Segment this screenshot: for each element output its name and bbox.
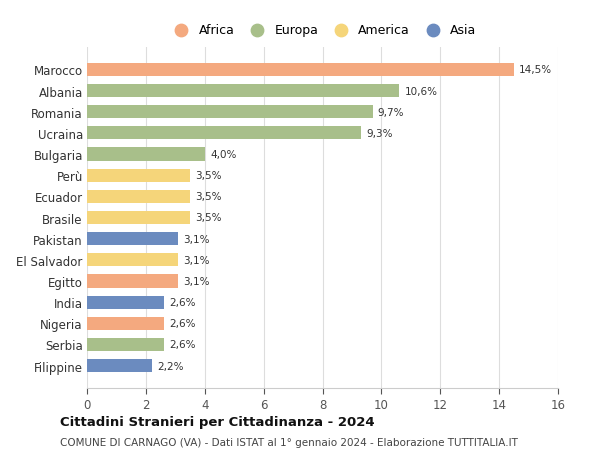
Text: COMUNE DI CARNAGO (VA) - Dati ISTAT al 1° gennaio 2024 - Elaborazione TUTTITALIA: COMUNE DI CARNAGO (VA) - Dati ISTAT al 1… [60, 437, 518, 447]
Text: 2,6%: 2,6% [169, 319, 196, 329]
Legend: Africa, Europa, America, Asia: Africa, Europa, America, Asia [165, 21, 480, 41]
Bar [87, 85, 399, 98]
Bar [87, 254, 178, 267]
Text: 2,6%: 2,6% [169, 340, 196, 350]
Bar [87, 233, 178, 246]
Text: 3,5%: 3,5% [196, 192, 222, 202]
Bar [87, 64, 514, 77]
Text: 9,7%: 9,7% [378, 107, 404, 118]
Bar [87, 296, 164, 309]
Text: 14,5%: 14,5% [519, 65, 552, 75]
Bar [87, 169, 190, 182]
Text: 4,0%: 4,0% [210, 150, 236, 160]
Bar [87, 212, 190, 224]
Bar [87, 106, 373, 119]
Text: 3,1%: 3,1% [184, 276, 210, 286]
Bar [87, 127, 361, 140]
Text: Cittadini Stranieri per Cittadinanza - 2024: Cittadini Stranieri per Cittadinanza - 2… [60, 415, 374, 428]
Bar [87, 317, 164, 330]
Text: 9,3%: 9,3% [366, 129, 392, 139]
Text: 3,5%: 3,5% [196, 213, 222, 223]
Text: 3,1%: 3,1% [184, 255, 210, 265]
Bar [87, 359, 152, 372]
Bar [87, 190, 190, 203]
Bar [87, 275, 178, 288]
Text: 2,2%: 2,2% [157, 361, 184, 371]
Text: 3,5%: 3,5% [196, 171, 222, 181]
Bar [87, 148, 205, 161]
Text: 10,6%: 10,6% [404, 86, 437, 96]
Bar [87, 338, 164, 351]
Text: 3,1%: 3,1% [184, 234, 210, 244]
Text: 2,6%: 2,6% [169, 297, 196, 308]
